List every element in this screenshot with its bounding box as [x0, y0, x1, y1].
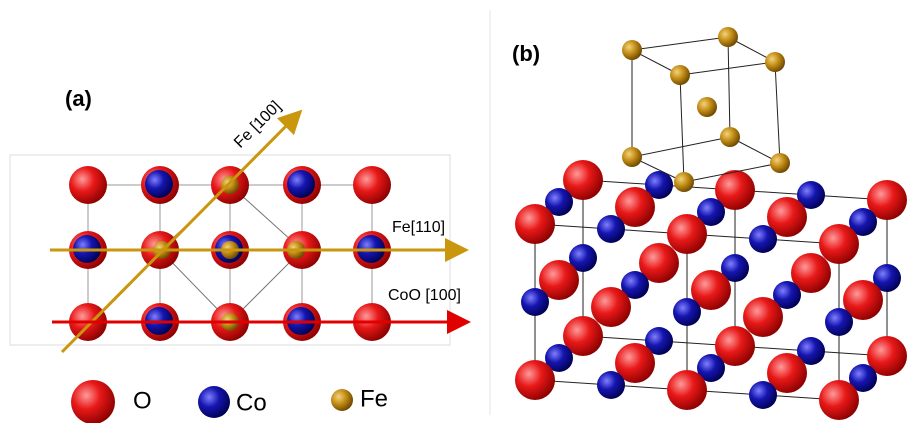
Co-atom [749, 381, 777, 409]
bond-line [727, 36, 731, 138]
O-atom [867, 336, 907, 376]
O-atom [743, 297, 783, 337]
Co-atom [873, 264, 901, 292]
legend-o-icon [71, 380, 115, 423]
Fe-atom [718, 27, 738, 47]
O-atom [715, 326, 755, 366]
bond-line [774, 61, 781, 164]
Fe-atom [765, 52, 785, 72]
O-atom [353, 166, 391, 204]
panel-label: (b) [512, 41, 540, 66]
O-atom [563, 316, 603, 356]
Co-atom [849, 208, 877, 236]
Fe-atom [221, 176, 239, 194]
panel-label: (a) [65, 86, 92, 111]
Co-atom [797, 181, 825, 209]
Co-atom [797, 337, 825, 365]
legend-label: O [133, 387, 152, 414]
arrow-label: Fe [100] [231, 98, 285, 152]
O-atom [515, 360, 555, 400]
O-atom [667, 214, 707, 254]
O-atom [843, 280, 883, 320]
bond-line [631, 36, 729, 51]
O-atom [591, 287, 631, 327]
O-atom [539, 260, 579, 300]
Fe-atom [622, 147, 642, 167]
O-atom [715, 170, 755, 210]
O-atom [867, 180, 907, 220]
Co-atom [621, 271, 649, 299]
Co-atom [697, 198, 725, 226]
Fe-atom [720, 127, 740, 147]
O-atom [515, 204, 555, 244]
Co-atom [597, 371, 625, 399]
Co-atom [597, 215, 625, 243]
legend-fe-icon [331, 389, 353, 411]
Co-atom [521, 288, 549, 316]
legend-label: Co [236, 389, 267, 416]
Co-atom [749, 225, 777, 253]
legend-label: Fe [360, 385, 388, 412]
O-atom [767, 197, 807, 237]
O-atom [69, 166, 107, 204]
bond-line [679, 61, 776, 76]
O-atom [791, 253, 831, 293]
O-atom [819, 224, 859, 264]
arrow-label: CoO [100] [388, 287, 461, 304]
Co-atom [849, 364, 877, 392]
Fe-atom [770, 153, 790, 173]
O-atom [819, 380, 859, 420]
O-atom [667, 370, 707, 410]
bond-line [683, 162, 781, 183]
Co-atom [773, 281, 801, 309]
Fe-atom [697, 97, 717, 117]
Co-atom [645, 171, 673, 199]
Co-atom [545, 344, 573, 372]
Fe-atom [674, 172, 694, 192]
arrow-fe-100 [60, 109, 303, 354]
Co-atom [545, 188, 573, 216]
Co-atom [645, 327, 673, 355]
Co-atom [287, 170, 315, 198]
O-atom [563, 160, 603, 200]
Co-atom [721, 254, 749, 282]
bond-line [631, 136, 731, 158]
Co-atom [145, 170, 173, 198]
O-atom [615, 343, 655, 383]
Co-atom [569, 244, 597, 272]
bond-line [679, 74, 685, 183]
legend-co-icon [198, 386, 230, 418]
arrow-label: Fe[110] [392, 219, 445, 236]
Co-atom [825, 308, 853, 336]
O-atom [615, 187, 655, 227]
O-atom [691, 270, 731, 310]
Fe-atom [622, 40, 642, 60]
O-atom [639, 243, 679, 283]
panel-a-structure [69, 166, 391, 341]
Co-atom [673, 298, 701, 326]
Co-atom [697, 354, 725, 382]
O-atom [767, 353, 807, 393]
Fe-atom [670, 65, 690, 85]
panel-b-structure [515, 27, 907, 420]
